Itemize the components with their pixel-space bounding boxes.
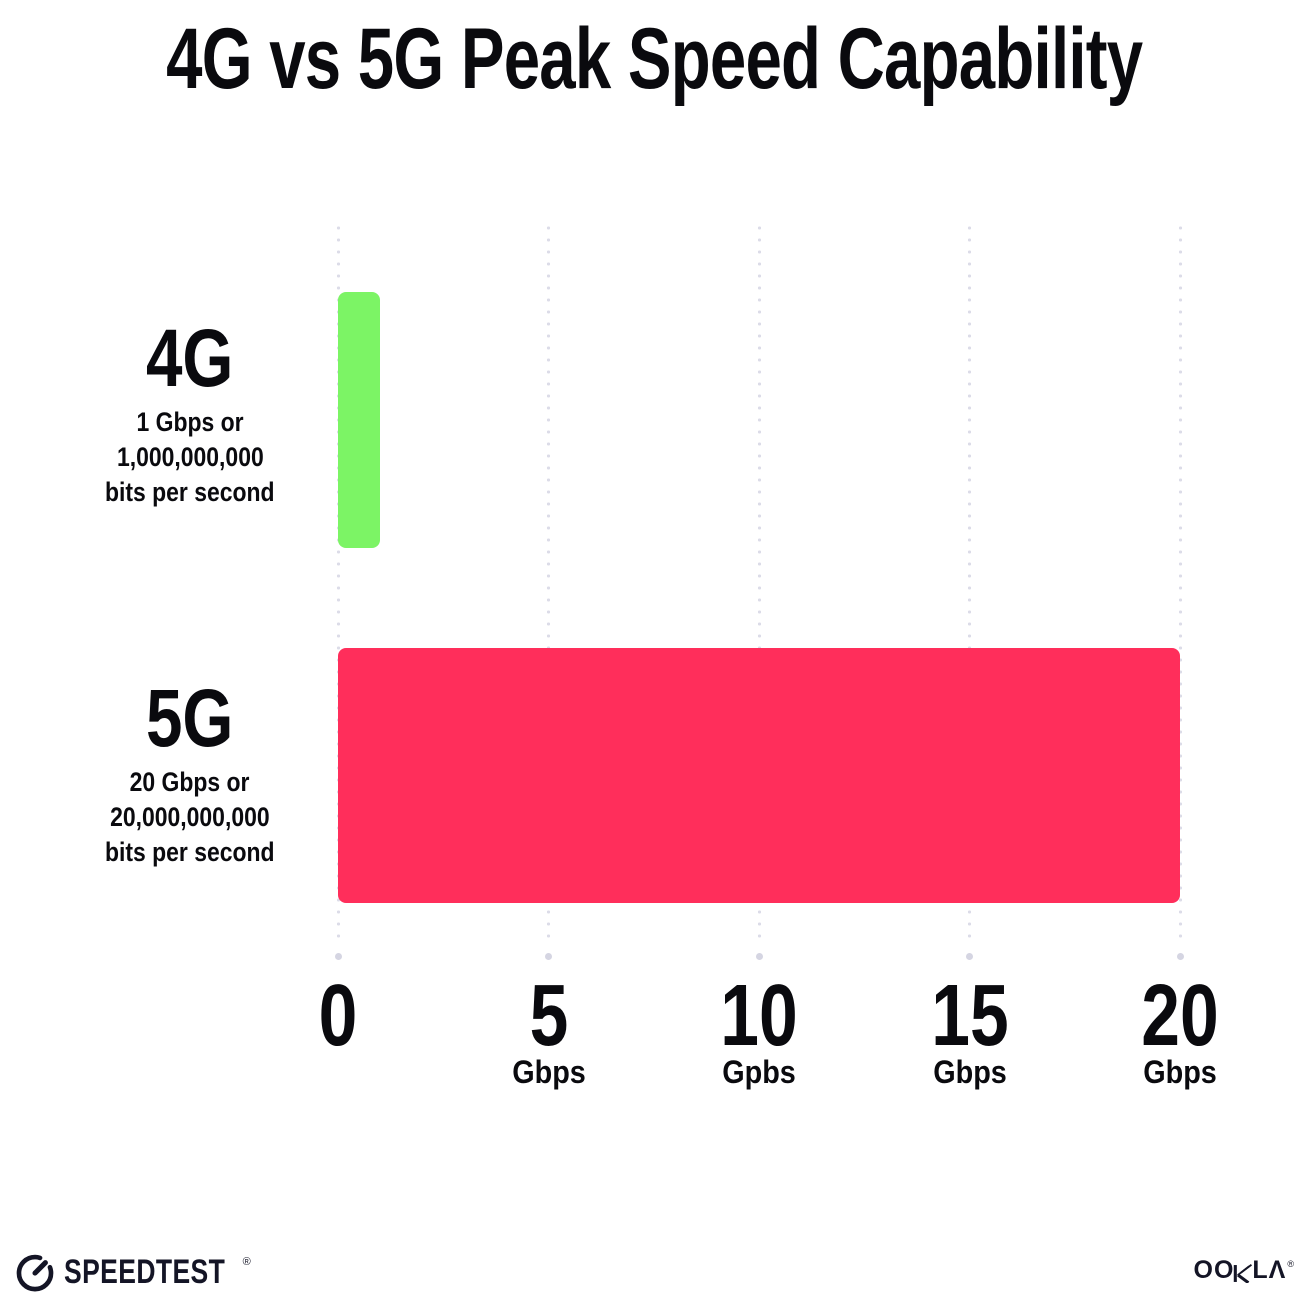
gridline-20 bbox=[1178, 222, 1182, 944]
x-tick-unit-10: Gpbs bbox=[718, 1056, 800, 1088]
gridline-end-dot-10 bbox=[755, 952, 763, 960]
x-tick-unit-text: Gbps bbox=[932, 1054, 1007, 1090]
bar-5g bbox=[338, 648, 1180, 903]
x-tick-unit-20: Gbps bbox=[1139, 1056, 1221, 1088]
category-sublabel-line: 1 Gbps or bbox=[136, 407, 244, 437]
category-name: 4G bbox=[146, 313, 234, 404]
x-tick-label-15: 15 bbox=[921, 972, 1018, 1059]
x-tick-value: 10 bbox=[720, 967, 798, 1064]
x-tick-value: 15 bbox=[930, 967, 1009, 1064]
gridline-end-dot-5 bbox=[545, 952, 552, 960]
chart-title: 4G vs 5G Peak Speed Capability bbox=[0, 16, 1308, 102]
x-tick-label-5: 5 bbox=[524, 972, 572, 1059]
x-tick-unit-text: Gbps bbox=[1143, 1054, 1217, 1090]
gridline-15 bbox=[968, 222, 971, 944]
x-tick-label-0: 0 bbox=[314, 972, 362, 1059]
chart-title-text: 4G vs 5G Peak Speed Capability bbox=[165, 11, 1143, 107]
category-sublabel-line: bits per second bbox=[105, 837, 275, 867]
category-sublabel-line: 20,000,000,000 bbox=[110, 802, 270, 832]
category-sublabel-line: 20 Gbps or bbox=[130, 767, 250, 797]
speedtest-gauge-icon bbox=[16, 1254, 54, 1292]
gridline-end-dot-0 bbox=[334, 952, 342, 960]
category-sublabel-line: bits per second bbox=[105, 477, 275, 507]
x-tick-unit-text: Gbps bbox=[511, 1054, 586, 1090]
category-label-4g: 4G bbox=[20, 318, 360, 400]
gridline-5 bbox=[547, 222, 550, 944]
x-tick-unit-15: Gbps bbox=[929, 1056, 1011, 1088]
category-label-5g: 5G bbox=[20, 678, 360, 760]
category-sublabel-4g: 1 Gbps or 1,000,000,000 bits per second bbox=[20, 405, 360, 510]
x-tick-value: 0 bbox=[318, 967, 358, 1064]
speedtest-wordmark: SPEEDTEST bbox=[64, 1253, 226, 1291]
x-tick-label-20: 20 bbox=[1132, 972, 1229, 1059]
bar-4g bbox=[338, 292, 381, 548]
gridline-0 bbox=[336, 222, 340, 944]
x-tick-unit-text: Gpbs bbox=[722, 1054, 796, 1090]
x-tick-value: 5 bbox=[529, 967, 568, 1064]
x-tick-unit-5: Gbps bbox=[508, 1056, 590, 1088]
category-sublabel-5g: 20 Gbps or 20,000,000,000 bits per second bbox=[20, 765, 360, 870]
ookla-k-icon bbox=[1234, 1264, 1253, 1283]
category-name: 5G bbox=[146, 673, 234, 764]
gridline-end-dot-15 bbox=[966, 952, 973, 960]
ookla-wordmark-right: LΛ bbox=[1252, 1256, 1287, 1284]
category-sublabel-line: 1,000,000,000 bbox=[116, 442, 264, 472]
speedtest-trademark: ® bbox=[242, 1256, 251, 1268]
ookla-wordmark-left: OO bbox=[1193, 1256, 1235, 1284]
gridline-10 bbox=[757, 222, 761, 944]
ookla-trademark: ® bbox=[1287, 1259, 1294, 1269]
ookla-logo: OO LΛ ® bbox=[1193, 1256, 1294, 1284]
gridline-end-dot-20 bbox=[1176, 952, 1184, 960]
speedtest-logo: SPEEDTEST ® bbox=[14, 1251, 251, 1293]
x-tick-value: 20 bbox=[1141, 967, 1219, 1064]
x-tick-label-10: 10 bbox=[711, 972, 808, 1059]
